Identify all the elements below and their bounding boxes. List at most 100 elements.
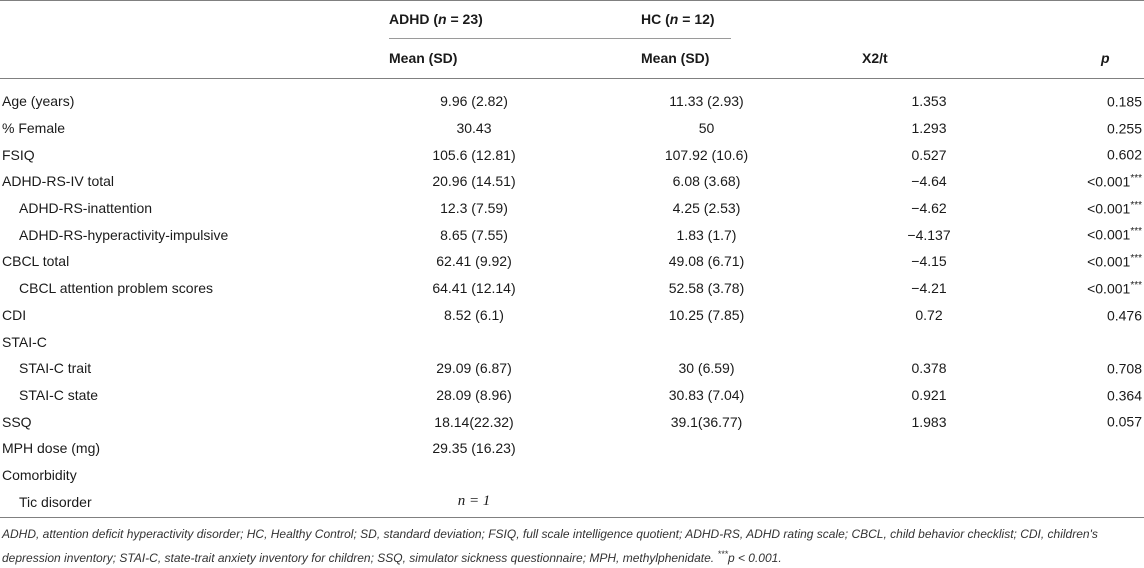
p-value-text: 0.255 (1106, 120, 1142, 137)
p-value-text: <0.001 (1087, 227, 1131, 244)
p-value-text: 0.364 (1106, 387, 1142, 404)
cell-hc-value: 11.33 (2.93) (669, 93, 744, 110)
cell-stat-value: 0.921 (911, 386, 947, 403)
cell-p-value (1024, 328, 1144, 355)
cell-adhd-value: 8.52 (6.1) (444, 306, 504, 323)
group-header-underline (389, 38, 731, 39)
group-header-hc: HC (n = 12) (641, 11, 715, 27)
cell-stat-value (834, 488, 1024, 515)
cell-hc-value (579, 328, 834, 355)
cell-p-value: 0.602 (1024, 141, 1144, 168)
cell-p-value: <0.001*** (1024, 168, 1144, 195)
table-row: % Female 30.43 50 1.293 0.255 (0, 115, 1144, 142)
p-value-text: 0.185 (1106, 93, 1142, 110)
p-value-text: 0.708 (1106, 360, 1142, 377)
cell-hc-value: 4.25 (2.53) (672, 200, 741, 217)
cell-stat-value: 0.378 (911, 360, 947, 377)
cell-p-value (1024, 462, 1144, 489)
cell-stat-value: −4.21 (911, 280, 947, 297)
table-row: ADHD-RS-inattention 12.3 (7.59) 4.25 (2.53… (0, 195, 1144, 222)
row-label: MPH dose (mg) (2, 440, 101, 457)
table-row: ADHD-RS-IV total 20.96 (14.51) 6.08 (3.68)… (0, 168, 1144, 195)
table-row: STAI-C (0, 328, 1144, 355)
cell-p-value: 0.185 (1024, 88, 1144, 115)
row-label: STAI-C state (19, 386, 99, 403)
significance-marker: *** (1130, 173, 1142, 185)
cell-p-value: <0.001*** (1024, 221, 1144, 248)
cell-stat-value: 1.353 (911, 93, 947, 110)
row-label: Comorbidity (2, 466, 77, 483)
cell-p-value (1024, 488, 1144, 515)
row-label: ADHD-RS-inattention (19, 200, 153, 217)
significance-marker: *** (1130, 226, 1142, 238)
cell-hc-value: 39.1(36.77) (670, 413, 743, 430)
cell-p-value: 0.708 (1024, 355, 1144, 382)
p-value-text: 0.476 (1106, 307, 1142, 324)
row-label: Age (years) (2, 93, 75, 110)
cell-hc-value: 10.25 (7.85) (668, 306, 745, 323)
cell-stat-value (834, 328, 1024, 355)
cell-adhd-value: 29.09 (6.87) (436, 360, 512, 377)
cell-stat-value: −4.137 (907, 226, 951, 243)
cell-stat-value (834, 435, 1024, 462)
cell-hc-value: 30.83 (7.04) (668, 386, 745, 403)
table-row: Tic disorder n = 1 (0, 488, 1144, 515)
table-row: MPH dose (mg) 29.35 (16.23) (0, 435, 1144, 462)
cell-adhd-value: n = 1 (457, 493, 491, 510)
p-value-text: <0.001 (1087, 280, 1131, 297)
table-row: ADHD-RS-hyperactivity-impulsive 8.65 (7.5… (0, 221, 1144, 248)
cell-hc-value: 49.08 (6.71) (668, 253, 745, 270)
cell-adhd-value: 18.14(22.32) (434, 413, 514, 430)
cell-p-value: 0.057 (1024, 408, 1144, 435)
cell-hc-value: 6.08 (3.68) (672, 173, 741, 190)
cell-adhd-value: 9.96 (2.82) (440, 93, 508, 110)
cell-adhd-value: 29.35 (16.23) (432, 440, 516, 457)
p-value-text: <0.001 (1087, 173, 1131, 190)
cell-stat-value: 0.527 (911, 146, 947, 163)
data-table-body: Age (years) 9.96 (2.82) 11.33 (2.93) 1.353 0… (0, 88, 1144, 515)
table-row: Age (years) 9.96 (2.82) 11.33 (2.93) 1.353 0… (0, 88, 1144, 115)
table-row: STAI-C trait 29.09 (6.87) 30 (6.59) 0.378 0.… (0, 355, 1144, 382)
header-p-value: p (1101, 50, 1110, 66)
cell-adhd-value (369, 328, 579, 355)
cell-adhd-value: 62.41 (9.92) (436, 253, 512, 270)
cell-adhd-value: 105.6 (12.81) (432, 146, 516, 163)
significance-marker: *** (1130, 199, 1142, 211)
table-row: FSIQ 105.6 (12.81) 107.92 (10.6) 0.527 0.602 (0, 141, 1144, 168)
table-row: Comorbidity (0, 462, 1144, 489)
cell-p-value (1024, 435, 1144, 462)
cell-p-value: <0.001*** (1024, 248, 1144, 275)
table-row: CDI 8.52 (6.1) 10.25 (7.85) 0.72 0.476 (0, 302, 1144, 329)
cell-stat-value: 0.72 (915, 306, 943, 323)
cell-stat-value: 1.293 (911, 120, 947, 137)
significance-marker: *** (1130, 253, 1142, 265)
table-row: CBCL attention problem scores 64.41 (12.1… (0, 275, 1144, 302)
header-stat: X2/t (862, 50, 888, 66)
cell-hc-value: 50 (698, 120, 715, 137)
cell-p-value: <0.001*** (1024, 275, 1144, 302)
cell-hc-value: 1.83 (1.7) (676, 226, 737, 243)
p-value-text: <0.001 (1087, 200, 1131, 217)
cell-stat-value: 1.983 (911, 413, 947, 430)
cell-hc-value (579, 488, 834, 515)
subheader-hc-mean-sd: Mean (SD) (641, 50, 710, 66)
table-bottom-rule (0, 517, 1144, 518)
row-label: SSQ (2, 413, 32, 430)
cell-hc-value: 107.92 (10.6) (664, 146, 749, 163)
row-label: ADHD-RS-IV total (2, 173, 115, 190)
row-label: Tic disorder (19, 493, 92, 510)
cell-hc-value: 52.58 (3.78) (668, 280, 745, 297)
cell-p-value: 0.255 (1024, 115, 1144, 142)
cell-stat-value: −4.15 (911, 253, 947, 270)
cell-stat-value: −4.64 (911, 173, 947, 190)
table-row: CBCL total 62.41 (9.92) 49.08 (6.71) −4.15 <… (0, 248, 1144, 275)
cell-adhd-value: 12.3 (7.59) (440, 200, 508, 217)
subheader-adhd-mean-sd: Mean (SD) (389, 50, 458, 66)
row-label: CDI (2, 306, 27, 323)
cell-stat-value (834, 462, 1024, 489)
row-label: ADHD-RS-hyperactivity-impulsive (19, 226, 229, 243)
row-label: FSIQ (2, 146, 35, 163)
row-label: STAI-C trait (19, 360, 92, 377)
cell-hc-value (579, 435, 834, 462)
